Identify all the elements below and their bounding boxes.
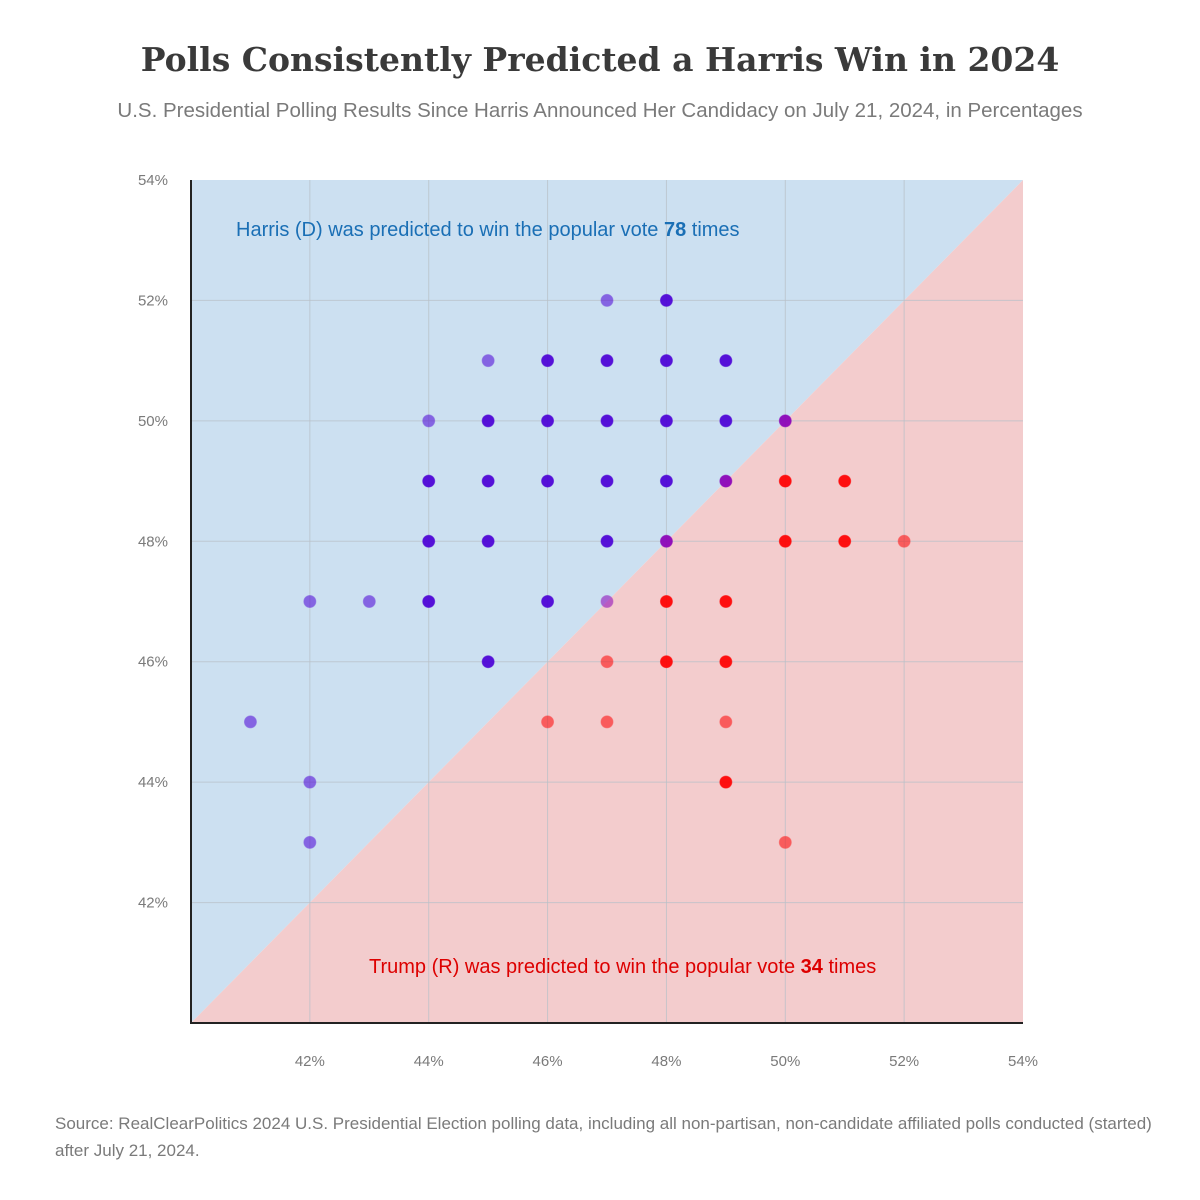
poll-point-harris — [243, 715, 257, 729]
poll-point-harris — [659, 293, 673, 307]
poll-point-trump — [778, 534, 792, 548]
poll-point-tie — [659, 534, 673, 548]
poll-point-harris — [481, 534, 495, 548]
poll-point-harris — [422, 474, 436, 488]
poll-point-harris — [541, 595, 555, 608]
poll-point-trump — [778, 474, 792, 488]
poll-point-trump — [719, 775, 733, 789]
poll-point-harris — [481, 354, 495, 368]
y-tick-label: 54% — [138, 172, 168, 189]
poll-point-trump — [778, 835, 792, 849]
poll-point-tie — [719, 474, 733, 488]
poll-point-trump — [600, 715, 614, 729]
poll-point-harris — [600, 414, 614, 428]
poll-point-trump — [838, 534, 852, 548]
poll-point-trump — [541, 715, 555, 729]
poll-point-harris — [422, 414, 436, 428]
x-tick-label: 48% — [651, 1053, 681, 1070]
chart-title: Polls Consistently Predicted a Harris Wi… — [140, 40, 1060, 79]
poll-point-harris — [422, 534, 436, 548]
y-tick-label: 50% — [138, 413, 168, 430]
poll-point-harris — [362, 595, 376, 608]
poll-point-harris — [303, 775, 317, 789]
poll-point-harris — [719, 414, 733, 428]
poll-point-harris — [541, 354, 555, 368]
poll-point-harris — [481, 474, 495, 488]
source-note: Source: RealClearPolitics 2024 U.S. Pres… — [55, 1114, 1152, 1160]
poll-point-trump — [719, 595, 733, 608]
poll-point-harris — [422, 595, 436, 608]
poll-point-harris — [719, 354, 733, 368]
x-tick-label: 42% — [295, 1053, 325, 1070]
harris-annotation: Harris (D) was predicted to win the popu… — [236, 219, 740, 241]
poll-point-harris — [659, 414, 673, 428]
poll-point-trump — [600, 655, 614, 669]
poll-point-trump — [659, 655, 673, 669]
poll-point-harris — [303, 595, 317, 608]
poll-point-harris — [659, 354, 673, 368]
x-tick-label: 46% — [533, 1053, 563, 1070]
y-tick-label: 46% — [138, 654, 168, 671]
x-tick-label: 52% — [889, 1053, 919, 1070]
poll-point-harris — [481, 414, 495, 428]
poll-point-harris — [481, 655, 495, 669]
x-tick-label: 54% — [1008, 1053, 1038, 1070]
y-tick-label: 48% — [138, 533, 168, 550]
poll-point-trump — [897, 534, 911, 548]
x-tick-label: 50% — [770, 1053, 800, 1070]
poll-point-tie — [600, 595, 614, 608]
y-tick-label: 42% — [138, 895, 168, 912]
poll-point-trump — [659, 595, 673, 608]
poll-point-trump — [838, 474, 852, 488]
x-tick-label: 44% — [414, 1053, 444, 1070]
poll-point-harris — [600, 534, 614, 548]
poll-point-harris — [600, 293, 614, 307]
poll-point-harris — [541, 474, 555, 488]
poll-point-harris — [303, 835, 317, 849]
poll-point-harris — [659, 474, 673, 488]
chart-subtitle: U.S. Presidential Polling Results Since … — [117, 99, 1083, 122]
poll-point-harris — [600, 474, 614, 488]
y-tick-label: 52% — [138, 292, 168, 309]
y-tick-label: 44% — [138, 774, 168, 791]
poll-point-tie — [778, 414, 792, 428]
poll-point-harris — [600, 354, 614, 368]
trump-annotation: Trump (R) was predicted to win the popul… — [369, 956, 876, 978]
poll-point-trump — [719, 715, 733, 729]
poll-point-trump — [719, 655, 733, 669]
poll-point-harris — [541, 414, 555, 428]
